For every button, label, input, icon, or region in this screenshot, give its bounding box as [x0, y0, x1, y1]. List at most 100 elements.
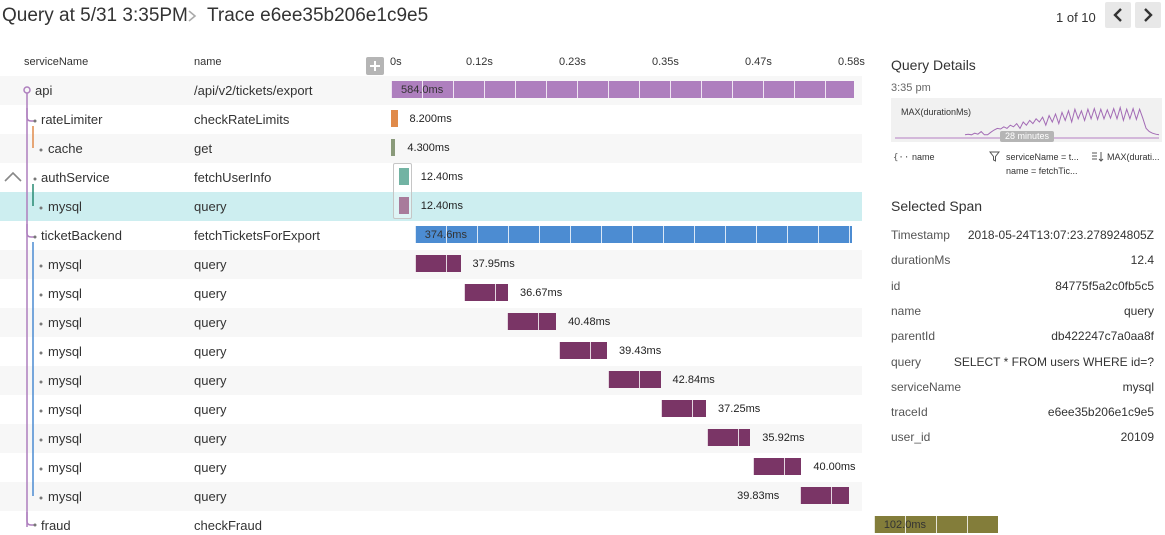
span-field-value: SELECT * FROM users WHERE id=? — [953, 354, 1154, 369]
span-duration-bar[interactable] — [752, 458, 802, 475]
span-field-key: name — [891, 303, 922, 318]
span-duration-bar[interactable] — [608, 371, 661, 388]
span-operation-name: query — [194, 286, 227, 301]
span-row[interactable]: mysql query 37.25ms — [0, 395, 862, 424]
span-duration-label: 40.48ms — [568, 316, 611, 328]
next-trace-button[interactable] — [1135, 2, 1161, 28]
query-mini-chart[interactable]: MAX(durationMs) 28 minutes — [891, 98, 1162, 142]
span-row[interactable]: mysql query 40.48ms — [0, 308, 862, 337]
span-service-name: fraud — [41, 518, 71, 533]
span-duration-label: 4.300ms — [407, 142, 450, 154]
span-operation-name: query — [194, 489, 227, 504]
query-details-time: 3:35 pm — [891, 82, 931, 94]
span-duration-bar[interactable] — [414, 226, 852, 243]
filter-icon — [989, 151, 1000, 162]
span-duration-bar[interactable] — [463, 284, 508, 301]
span-field-value: 2018-05-24T13:07:23.278924805Z — [967, 228, 1154, 242]
span-service-name: authService — [41, 170, 110, 185]
span-field-value: 84775f5a2c0fb5c5 — [1055, 278, 1154, 293]
breadcrumb-query[interactable]: Query at 5/31 3:35PM — [2, 5, 188, 26]
span-duration-bar[interactable] — [398, 197, 409, 214]
span-row[interactable]: api/api/v2/tickets/export 584.0ms — [0, 76, 862, 105]
span-duration-label: 374.6ms — [424, 229, 467, 241]
span-field-key: Timestamp — [891, 228, 950, 242]
span-row[interactable]: mysql query 40.00ms — [0, 453, 862, 482]
span-duration-label: 584.0ms — [401, 84, 444, 96]
column-header-service[interactable]: serviceName — [24, 56, 89, 68]
span-operation-name: checkFraud — [194, 518, 262, 533]
calculate-label: MAX(durati... — [1107, 152, 1160, 162]
time-range-badge: 28 minutes — [1000, 131, 1055, 142]
span-operation-name: query — [194, 431, 227, 446]
span-row[interactable]: mysql query 39.43ms — [0, 337, 862, 366]
span-operation-name: fetchUserInfo — [194, 170, 272, 185]
span-operation-name: query — [194, 373, 227, 388]
span-focus-highlight — [393, 163, 412, 219]
chevron-left-icon — [1113, 8, 1122, 22]
span-row[interactable]: cache get 4.300ms — [0, 134, 862, 163]
span-field-value: db422247c7a0aa8f — [1051, 329, 1154, 344]
span-duration-label: 42.84ms — [672, 374, 715, 386]
collapse-chevron-icon[interactable] — [3, 170, 23, 184]
span-field-value: mysql — [1122, 379, 1154, 394]
prev-trace-button[interactable] — [1105, 2, 1131, 28]
span-duration-bar[interactable] — [391, 139, 396, 156]
span-duration-bar[interactable] — [391, 110, 398, 127]
span-operation-name: query — [194, 315, 227, 330]
span-field-value: 20109 — [1120, 430, 1154, 445]
span-row[interactable]: ticketBackend fetchTicketsForExport 374.6m… — [0, 221, 862, 250]
span-row[interactable]: mysql query 35.92ms — [0, 424, 862, 453]
span-duration-label: 36.67ms — [520, 287, 563, 299]
span-operation-name: query — [194, 460, 227, 475]
breadcrumb-chevron-icon — [188, 10, 197, 22]
span-row[interactable]: fraud checkFraud 102.0ms — [0, 511, 999, 535]
span-service-name: mysql — [48, 431, 82, 446]
span-operation-name: fetchTicketsForExport — [194, 228, 320, 243]
span-operation-name: checkRateLimits — [194, 112, 290, 127]
span-row[interactable]: mysql query 39.83ms — [0, 482, 862, 511]
span-duration-label: 102.0ms — [883, 519, 927, 531]
span-service-name: mysql — [48, 402, 82, 417]
axis-tick-label: 0s — [390, 56, 402, 68]
span-field-key: parentId — [891, 329, 936, 344]
axis-tick-label: 0.23s — [559, 56, 586, 68]
span-duration-label: 37.95ms — [472, 258, 515, 270]
span-service-name: mysql — [48, 286, 82, 301]
span-duration-bar[interactable] — [391, 81, 854, 98]
span-service-name: api — [35, 83, 53, 98]
filter-label: serviceName = t... — [1006, 152, 1079, 162]
span-duration-bar[interactable] — [398, 168, 409, 185]
span-row[interactable]: mysql query 42.84ms — [0, 366, 862, 395]
span-field-key: serviceName — [891, 379, 962, 394]
span-duration-bar[interactable] — [414, 255, 461, 272]
span-row[interactable]: rateLimiter checkRateLimits 8.200ms — [0, 105, 862, 134]
span-row[interactable]: mysql query 37.95ms — [0, 250, 862, 279]
span-service-name: mysql — [48, 257, 82, 272]
span-duration-label: 37.25ms — [718, 403, 761, 415]
span-duration-bar[interactable] — [706, 429, 751, 446]
span-row[interactable]: authService fetchUserInfo 12.40ms — [0, 163, 862, 192]
span-duration-bar[interactable] — [506, 313, 557, 330]
span-row-selected[interactable]: mysql query 12.40ms — [0, 192, 862, 221]
span-service-name: cache — [48, 141, 83, 156]
span-field-key: durationMs — [891, 253, 951, 268]
span-duration-bar[interactable] — [800, 487, 849, 504]
span-row[interactable]: mysql query 36.67ms — [0, 279, 862, 308]
column-header-name[interactable]: name — [194, 56, 222, 68]
span-duration-bar[interactable] — [559, 342, 608, 359]
sparkline-series — [964, 105, 1160, 136]
span-operation-name: get — [194, 141, 213, 156]
span-field-key: user_id — [891, 430, 931, 445]
axis-tick-label: 0.47s — [745, 56, 772, 68]
svg-text:{··}: {··} — [893, 153, 909, 162]
span-service-name: mysql — [48, 460, 82, 475]
group-by-label: name — [912, 152, 935, 162]
span-field-value: query — [1123, 303, 1154, 318]
span-operation-name: /api/v2/tickets/export — [194, 83, 313, 98]
span-duration-bar[interactable] — [873, 516, 999, 533]
span-duration-label: 35.92ms — [762, 432, 805, 444]
span-duration-bar[interactable] — [660, 400, 707, 417]
span-field-key: query — [891, 354, 922, 369]
mini-chart-label: MAX(durationMs) — [901, 107, 972, 117]
expand-all-button[interactable] — [366, 57, 384, 75]
